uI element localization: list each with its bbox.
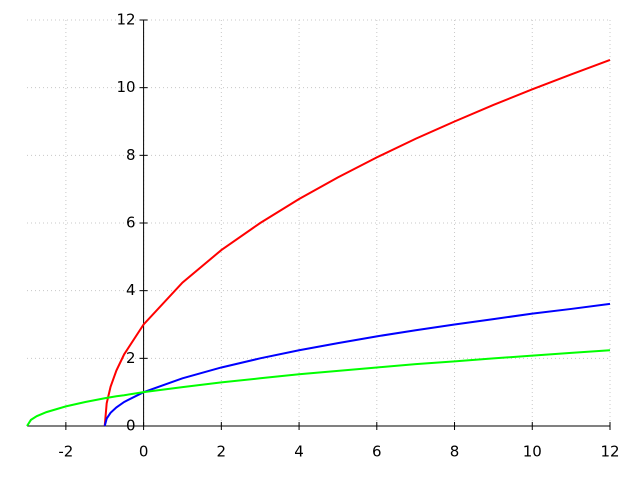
y-tick-label: 10: [117, 78, 136, 96]
x-tick-label: 2: [217, 443, 227, 461]
x-tick-label: 8: [450, 443, 460, 461]
y-tick-label: 6: [126, 214, 136, 232]
x-tick-label: -2: [58, 443, 73, 461]
y-tick-label: 8: [126, 146, 136, 164]
curve: [103, 302, 611, 427]
x-tick-label: 4: [294, 443, 304, 461]
x-tick-label: 12: [600, 443, 619, 461]
curve: [103, 58, 611, 427]
y-tick-label: 12: [117, 11, 136, 29]
y-tick-label: 4: [126, 281, 136, 299]
x-tick-label: 6: [372, 443, 382, 461]
y-tick-label: 2: [126, 349, 136, 367]
x-tick-label: 0: [139, 443, 149, 461]
curve: [26, 349, 611, 427]
x-tick-label: 10: [523, 443, 542, 461]
